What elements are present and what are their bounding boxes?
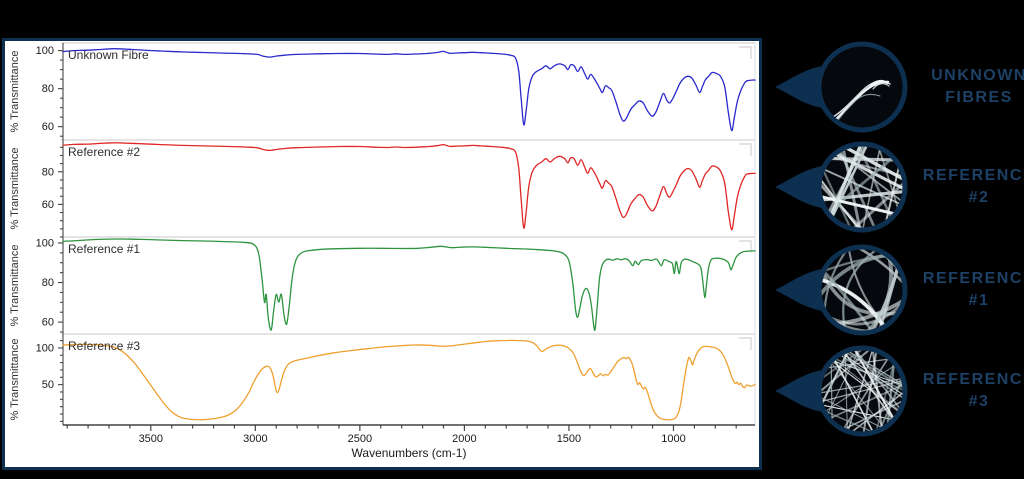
callout-tail	[775, 370, 822, 412]
spectra-chart: 3500 3000 2500 2000 1500 1000 Wavenumbers (cm-…	[5, 41, 759, 467]
callout-label-line: REFERENCE	[922, 371, 1024, 388]
spectrum-1	[62, 142, 756, 231]
svg-text:60: 60	[42, 317, 54, 329]
callout-label-line: UNKNOWN	[931, 67, 1024, 84]
svg-text:% Transmittance: % Transmittance	[9, 148, 21, 230]
callout-tail	[775, 66, 822, 108]
callout-label-reference-2: REFERENCE #2	[918, 165, 1024, 209]
svg-text:60: 60	[42, 121, 54, 133]
svg-text:Reference #3: Reference #3	[68, 339, 140, 353]
micrograph-unknown-fibres	[775, 41, 908, 133]
svg-text:100: 100	[36, 342, 54, 354]
micrograph-reference-3	[775, 345, 908, 437]
callout-label-reference-1: REFERENCE #1	[918, 268, 1024, 312]
panel-3: 50 100 % Transmittance Reference #3	[9, 337, 756, 422]
svg-text:Reference #1: Reference #1	[68, 242, 140, 256]
svg-text:60: 60	[42, 199, 54, 211]
svg-text:100: 100	[36, 237, 54, 249]
svg-text:100: 100	[36, 45, 54, 57]
micrograph-reference-1	[775, 244, 908, 336]
callout-label-unknown-fibres: UNKNOWN FIBRES	[918, 65, 1024, 109]
svg-text:% Transmittance: % Transmittance	[9, 51, 21, 133]
svg-text:% Transmittance: % Transmittance	[9, 245, 21, 327]
svg-text:1000: 1000	[661, 433, 685, 445]
spectrum-0	[62, 48, 756, 132]
callout-tail	[775, 166, 822, 208]
callout-label-line: FIBRES	[945, 89, 1013, 106]
callout-reference-3: REFERENCE #3	[774, 341, 1024, 441]
callout-label-line: #3	[968, 393, 990, 410]
spectrum-3	[62, 339, 756, 421]
spectrum-2	[62, 238, 756, 331]
callout-tail	[775, 269, 822, 311]
svg-text:80: 80	[42, 83, 54, 95]
callout-label-line: REFERENCE	[922, 167, 1024, 184]
panel-1: 60 80 % Transmittance Reference #2	[9, 142, 756, 238]
svg-text:3500: 3500	[139, 433, 163, 445]
micrograph-reference-2	[775, 141, 908, 233]
callout-reference-2: REFERENCE #2	[774, 137, 1024, 237]
callout-reference-1: REFERENCE #1	[774, 240, 1024, 340]
svg-text:% Transmittance: % Transmittance	[9, 339, 21, 421]
callout-label-reference-3: REFERENCE #3	[918, 369, 1024, 413]
svg-text:Unknown Fibre: Unknown Fibre	[68, 48, 149, 62]
svg-text:Wavenumbers (cm-1): Wavenumbers (cm-1)	[352, 446, 467, 460]
callout-label-line: REFERENCE	[922, 270, 1024, 287]
panel-0: 60 80 100 % Transmittance Unknown Fibre	[9, 45, 756, 137]
ftir-chart-frame: 3500 3000 2500 2000 1500 1000 Wavenumbers (cm-…	[2, 38, 762, 470]
svg-text:2000: 2000	[452, 433, 476, 445]
callout-label-line: #1	[968, 292, 990, 309]
svg-text:Reference #2: Reference #2	[68, 145, 140, 159]
callout-label-line: #2	[968, 189, 990, 206]
svg-text:3000: 3000	[243, 433, 267, 445]
svg-text:80: 80	[42, 166, 54, 178]
callout-unknown-fibres: UNKNOWN FIBRES	[774, 37, 1024, 137]
svg-text:80: 80	[42, 277, 54, 289]
svg-text:1500: 1500	[557, 433, 581, 445]
panel-2: 60 80 100 % Transmittance Reference #1	[9, 237, 756, 333]
svg-text:50: 50	[42, 379, 54, 391]
svg-text:2500: 2500	[348, 433, 372, 445]
axes: 3500 3000 2500 2000 1500 1000 Wavenumbers (cm-…	[61, 42, 756, 460]
